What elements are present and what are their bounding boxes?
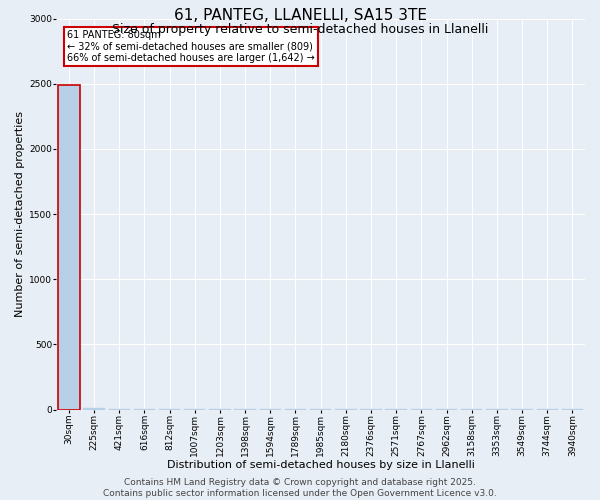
Text: Contains HM Land Registry data © Crown copyright and database right 2025.
Contai: Contains HM Land Registry data © Crown c… bbox=[103, 478, 497, 498]
Y-axis label: Number of semi-detached properties: Number of semi-detached properties bbox=[15, 111, 25, 317]
Text: 61 PANTEG: 80sqm
← 32% of semi-detached houses are smaller (809)
66% of semi-det: 61 PANTEG: 80sqm ← 32% of semi-detached … bbox=[67, 30, 314, 64]
Text: 61, PANTEG, LLANELLI, SA15 3TE: 61, PANTEG, LLANELLI, SA15 3TE bbox=[173, 8, 427, 22]
Bar bbox=[58, 85, 80, 409]
X-axis label: Distribution of semi-detached houses by size in Llanelli: Distribution of semi-detached houses by … bbox=[167, 460, 475, 470]
Text: Size of property relative to semi-detached houses in Llanelli: Size of property relative to semi-detach… bbox=[112, 22, 488, 36]
Bar bbox=[83, 408, 105, 410]
Bar bbox=[109, 409, 130, 410]
